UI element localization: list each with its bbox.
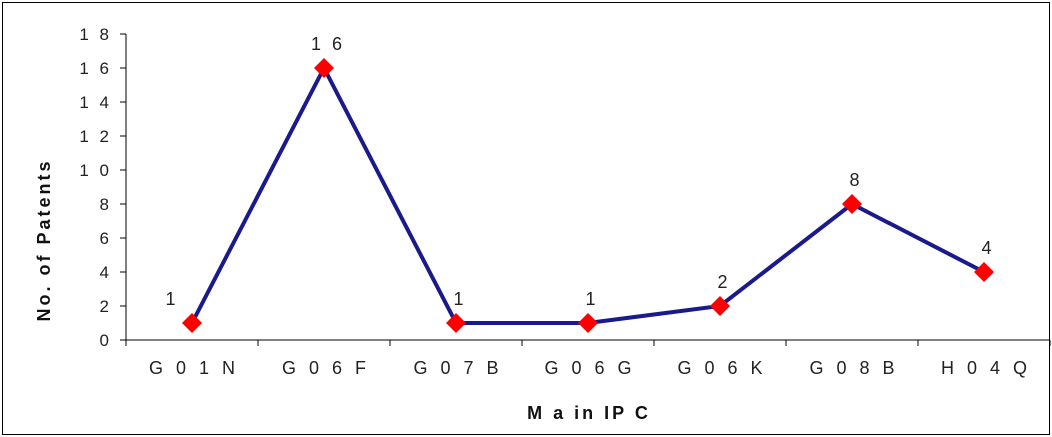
data-label: 1 <box>165 289 178 309</box>
y-tick-label: 2 <box>100 297 112 316</box>
y-tick-label: 0 <box>100 331 112 350</box>
data-point-marker <box>578 313 598 333</box>
series-line <box>190 63 985 325</box>
y-axis-title: No. of Patents <box>34 158 54 321</box>
x-tick-label: G 0 7 B <box>413 358 502 378</box>
y-tick-label: 8 <box>100 195 112 214</box>
data-label: 1 6 <box>311 34 345 54</box>
data-label: 1 <box>585 289 598 309</box>
series-group <box>182 58 994 333</box>
y-tick-label: 1 6 <box>79 59 112 78</box>
data-label: 4 <box>981 238 994 258</box>
data-label: 8 <box>849 170 862 190</box>
data-point-marker <box>182 313 202 333</box>
data-point-marker <box>710 296 730 316</box>
x-tick-label: G 0 6 F <box>282 358 370 378</box>
y-tick-label: 1 4 <box>79 93 112 112</box>
data-point-marker <box>974 262 994 282</box>
data-point-marker <box>446 313 466 333</box>
x-tick-label: H 0 4 Q <box>941 358 1031 378</box>
data-point-marker <box>842 194 862 214</box>
y-tick-label: 1 0 <box>79 161 112 180</box>
x-tick-label: G 0 8 B <box>809 358 898 378</box>
x-axis-title: M a in IP C <box>527 403 651 423</box>
chart-axes <box>125 34 1050 341</box>
x-tick-label: G 0 1 N <box>149 358 239 378</box>
data-label: 2 <box>717 272 730 292</box>
x-tick-label: G 0 6 K <box>677 358 766 378</box>
y-tick-label: 4 <box>100 263 112 282</box>
y-axis-ticks: 0 2 4 6 8 1 0 1 2 1 4 1 6 1 8 <box>79 25 126 350</box>
x-tick-label: G 0 6 G <box>544 358 635 378</box>
x-axis-ticks: G 0 1 N G 0 6 F G 0 7 B G 0 6 G G 0 6 K G 0 8… <box>125 340 1051 378</box>
data-label: 1 <box>453 289 466 309</box>
y-tick-label: 6 <box>100 229 112 248</box>
data-point-marker <box>314 58 334 78</box>
y-tick-label: 1 8 <box>79 25 112 44</box>
y-tick-label: 1 2 <box>79 127 112 146</box>
